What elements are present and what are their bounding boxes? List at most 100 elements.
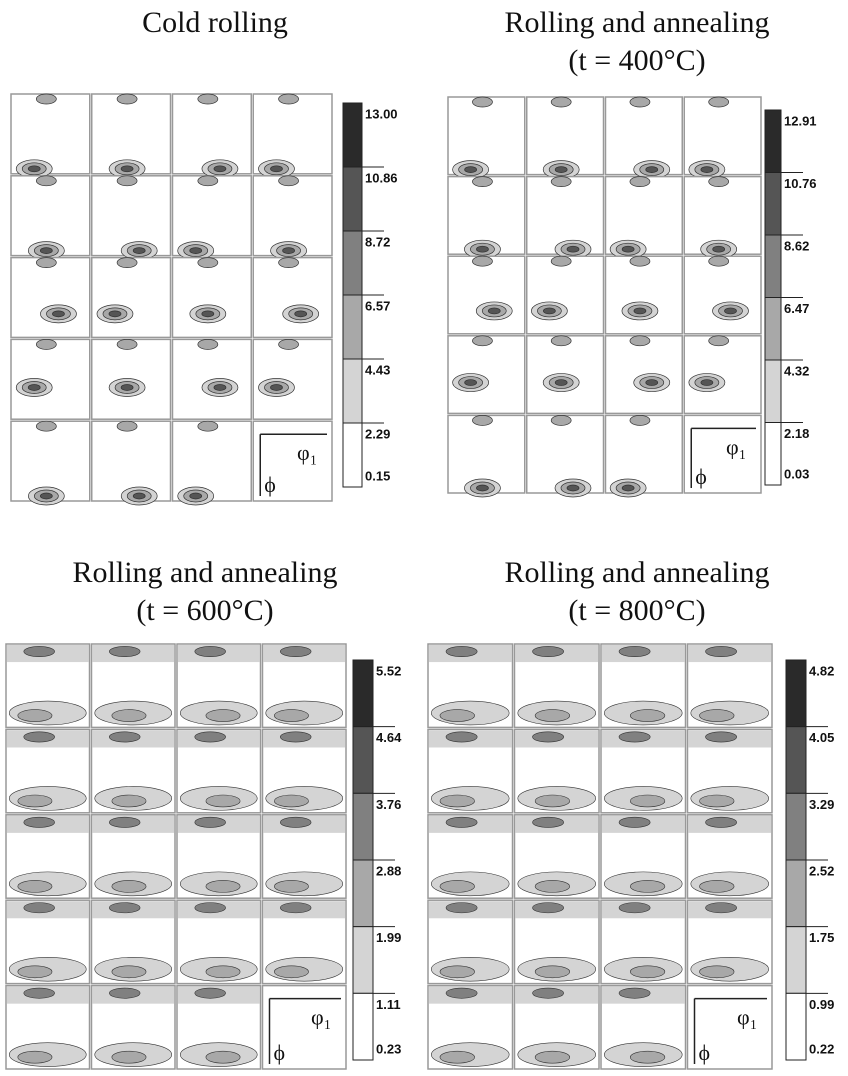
odf-section bbox=[90, 643, 176, 729]
contour bbox=[194, 731, 226, 743]
colorbar-band bbox=[352, 926, 374, 994]
colorbar-label: 12.91 bbox=[784, 113, 817, 128]
odf-section: φ₁ ϕ bbox=[252, 420, 333, 502]
contour bbox=[27, 384, 41, 391]
contour bbox=[120, 384, 134, 391]
section-frame bbox=[171, 175, 252, 257]
contour bbox=[109, 902, 141, 914]
odf-section bbox=[600, 984, 687, 1070]
contour bbox=[35, 420, 57, 432]
colorbar-label: 6.57 bbox=[365, 298, 390, 313]
odf-section bbox=[91, 175, 172, 260]
odf-section bbox=[252, 256, 333, 339]
section-frame bbox=[91, 256, 172, 339]
contour bbox=[629, 415, 651, 426]
contour bbox=[278, 257, 299, 268]
contour bbox=[189, 492, 203, 500]
contour bbox=[274, 709, 309, 722]
odf-section bbox=[600, 899, 687, 985]
colorbar-band bbox=[342, 230, 363, 296]
odf-section bbox=[176, 899, 262, 985]
contour bbox=[532, 816, 564, 828]
contour bbox=[534, 794, 571, 808]
contour bbox=[472, 415, 493, 426]
contour bbox=[274, 965, 309, 979]
odf-section bbox=[5, 984, 91, 1070]
contour bbox=[197, 339, 219, 350]
odf-section bbox=[683, 175, 762, 259]
contour bbox=[439, 794, 475, 808]
contour bbox=[472, 96, 493, 108]
contour bbox=[629, 176, 651, 187]
contour bbox=[116, 420, 138, 432]
contour bbox=[109, 646, 141, 657]
odf-section bbox=[171, 93, 252, 179]
odf-section bbox=[176, 728, 262, 814]
contour bbox=[270, 384, 283, 391]
odf-section bbox=[447, 335, 526, 415]
axis-label: ϕ bbox=[695, 464, 707, 489]
contour bbox=[189, 247, 203, 254]
odf-section bbox=[10, 256, 91, 339]
panel-title: Cold rolling bbox=[142, 6, 288, 39]
contour bbox=[708, 255, 730, 267]
contour bbox=[464, 379, 477, 386]
section-frame bbox=[604, 255, 683, 335]
contour bbox=[464, 166, 477, 173]
odf-section bbox=[526, 335, 605, 415]
contour bbox=[111, 1050, 147, 1064]
contour bbox=[109, 731, 141, 743]
colorbar-band bbox=[352, 726, 374, 794]
contour bbox=[629, 709, 666, 722]
colorbar-label: 2.88 bbox=[376, 863, 401, 878]
contour bbox=[116, 339, 138, 350]
colorbar-band bbox=[764, 422, 782, 486]
odf-section bbox=[600, 814, 687, 899]
contour bbox=[280, 646, 312, 657]
odf-section bbox=[252, 175, 333, 260]
colorbar-label: 2.18 bbox=[784, 426, 809, 441]
colorbar-band bbox=[764, 109, 782, 173]
contour bbox=[35, 93, 57, 105]
axis-label: φ₁ bbox=[726, 434, 746, 459]
contour bbox=[274, 880, 309, 893]
colorbar-label: 4.64 bbox=[376, 730, 402, 745]
contour bbox=[27, 165, 41, 173]
contour bbox=[17, 794, 53, 808]
contour bbox=[274, 794, 309, 808]
contour bbox=[35, 257, 57, 268]
odf-section bbox=[91, 420, 172, 506]
contour bbox=[23, 902, 55, 914]
odf-section bbox=[252, 338, 333, 420]
contour bbox=[699, 709, 735, 722]
odf-section bbox=[91, 93, 172, 179]
odf-section bbox=[176, 814, 262, 899]
colorbar-label: 13.00 bbox=[365, 106, 398, 121]
colorbar-label: 4.43 bbox=[365, 362, 390, 377]
section-frame bbox=[686, 984, 773, 1070]
odf-section bbox=[447, 175, 526, 259]
section-frame bbox=[604, 414, 683, 494]
contour bbox=[708, 96, 730, 108]
section-frame bbox=[10, 338, 91, 420]
colorbar-band bbox=[342, 294, 363, 360]
odf-section bbox=[604, 175, 683, 259]
odf-section: φ₁ ϕ bbox=[261, 984, 347, 1070]
contour bbox=[629, 965, 666, 979]
odf-section bbox=[513, 814, 600, 899]
contour bbox=[476, 484, 489, 492]
contour bbox=[550, 415, 572, 426]
contour bbox=[17, 965, 53, 979]
contour bbox=[534, 965, 571, 979]
section-frame bbox=[171, 420, 252, 502]
contour bbox=[278, 175, 299, 187]
contour bbox=[532, 902, 564, 914]
contour bbox=[116, 93, 138, 105]
contour bbox=[699, 880, 735, 893]
odf-section bbox=[513, 728, 600, 814]
contour bbox=[280, 902, 312, 914]
contour bbox=[700, 166, 714, 173]
odf-section bbox=[171, 256, 252, 339]
contour bbox=[550, 96, 572, 108]
contour bbox=[445, 816, 478, 828]
